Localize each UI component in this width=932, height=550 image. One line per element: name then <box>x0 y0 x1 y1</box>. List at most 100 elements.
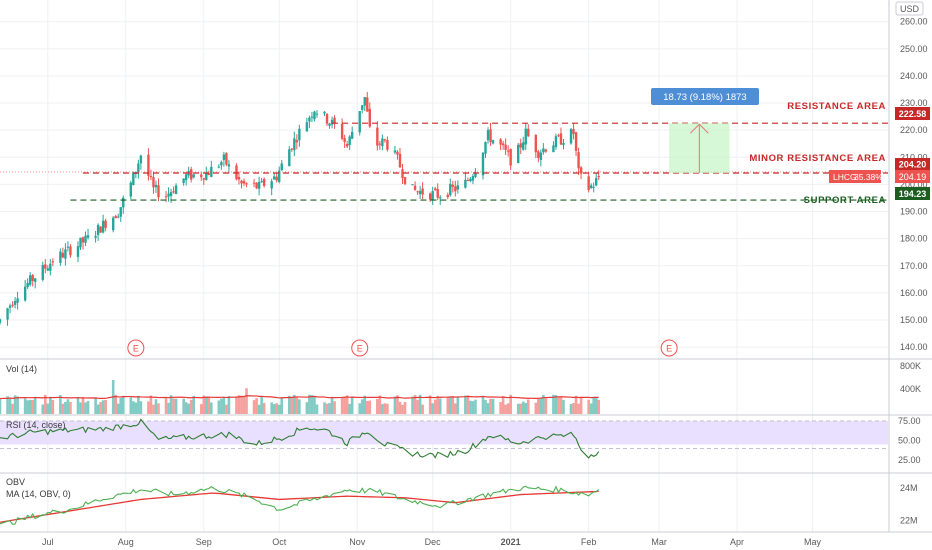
time-tick-label: Jul <box>42 537 54 547</box>
volume-bar <box>365 401 369 414</box>
candle-body <box>366 97 369 112</box>
candle-body <box>252 182 256 184</box>
candle-body <box>184 174 188 181</box>
volume-bar <box>220 398 223 414</box>
volume-bar <box>69 401 72 414</box>
candle-body <box>44 264 47 269</box>
volume-bar <box>416 399 419 414</box>
candle-body <box>554 136 558 147</box>
volume-bar <box>129 397 133 414</box>
price-tick-label: 160.00 <box>900 288 928 298</box>
volume-bar <box>152 404 155 414</box>
price-tick-label: 250.00 <box>900 44 928 54</box>
minor-resistance-price-tag <box>895 158 930 170</box>
measure-arrow-head <box>689 123 709 134</box>
volume-bar <box>557 397 560 414</box>
candle-body <box>137 163 140 173</box>
candle-body <box>519 143 522 148</box>
volume-bar <box>504 404 507 414</box>
volume-bar <box>421 404 424 414</box>
candle-body <box>577 152 580 169</box>
obv-pane[interactable]: 24M 22M <box>0 483 918 526</box>
support-price-tag-text: 194.23 <box>899 189 927 199</box>
volume-bar <box>486 403 490 414</box>
price-tick-label: 260.00 <box>900 17 928 27</box>
candle-body <box>305 122 309 132</box>
volume-bar <box>298 399 301 414</box>
volume-ma-line <box>0 395 599 400</box>
volume-bar <box>542 394 545 414</box>
resistance-price-tag-text: 222.58 <box>899 109 927 119</box>
candle-body <box>31 275 34 282</box>
candle-body <box>378 143 382 145</box>
volume-bar <box>255 398 258 414</box>
candle-body <box>501 143 505 146</box>
candle-body <box>484 141 487 154</box>
currency-badge[interactable] <box>895 1 924 16</box>
volume-bar <box>237 395 241 414</box>
support-price-tag <box>895 187 930 200</box>
candle-body <box>383 139 387 141</box>
candle-body <box>114 216 117 219</box>
volume-bar <box>589 403 593 414</box>
candle-body <box>210 166 213 178</box>
candle-body <box>527 128 530 137</box>
resistance-price-tag <box>895 107 930 120</box>
volume-bar <box>187 403 190 414</box>
volume-bar <box>466 395 470 414</box>
candle-body <box>46 268 49 271</box>
candle-body <box>315 113 319 115</box>
time-tick-label: 2021 <box>501 537 521 547</box>
candle-body <box>202 178 205 180</box>
volume-bar <box>526 399 530 414</box>
volume-bar <box>381 404 384 414</box>
volume-bar <box>277 404 281 414</box>
volume-bar <box>509 394 512 414</box>
candle-body <box>119 207 122 217</box>
measure-label-bg[interactable] <box>651 88 759 105</box>
candle-body <box>200 174 203 178</box>
candle-body <box>569 129 573 144</box>
candle-body <box>466 179 470 181</box>
volume-bar <box>524 402 528 414</box>
candle-body <box>449 183 452 196</box>
volume-bar <box>398 401 402 414</box>
rsi-pane[interactable]: 75.00 50.00 25.00 <box>0 416 921 465</box>
candle-body <box>275 176 278 181</box>
volume-bar <box>222 397 226 414</box>
volume-bar <box>104 399 107 414</box>
obv-tick-label: 24M <box>900 483 918 493</box>
volume-bar <box>552 394 555 414</box>
volume-bar <box>572 402 575 414</box>
candle-body <box>237 176 241 180</box>
candle-body <box>104 220 107 228</box>
candle-body <box>381 138 384 147</box>
volume-bar <box>340 397 344 414</box>
volume-bar <box>313 396 316 414</box>
obv-line <box>0 485 600 525</box>
volume-bar <box>343 396 346 414</box>
price-tick-label: 170.00 <box>900 261 928 271</box>
candle-body <box>164 196 168 198</box>
time-axis[interactable]: Jul Aug Sep Oct Nov Dec 2021 Feb Mar Apr May <box>42 537 821 547</box>
volume-bar <box>41 404 45 414</box>
volume-bar <box>428 395 432 414</box>
volume-bar <box>325 403 329 414</box>
obv-tick-label: 22M <box>900 516 918 526</box>
candle-body <box>288 149 291 167</box>
candle-body <box>86 235 90 238</box>
candle-body <box>41 264 44 280</box>
candle-body <box>79 237 82 248</box>
candle-body <box>51 261 55 263</box>
volume-bar <box>456 396 460 414</box>
price-axis[interactable]: 260.00 250.00 240.00 230.00 220.00 210.00 200.… <box>900 17 928 352</box>
volume-bar <box>210 402 213 414</box>
volume-bar <box>393 396 397 414</box>
volume-bar <box>61 403 65 414</box>
volume-bar <box>86 401 90 414</box>
volume-tick-label: 400K <box>900 384 921 394</box>
volume-pane[interactable]: 800K 400K <box>0 361 921 414</box>
candle-body <box>240 180 243 184</box>
